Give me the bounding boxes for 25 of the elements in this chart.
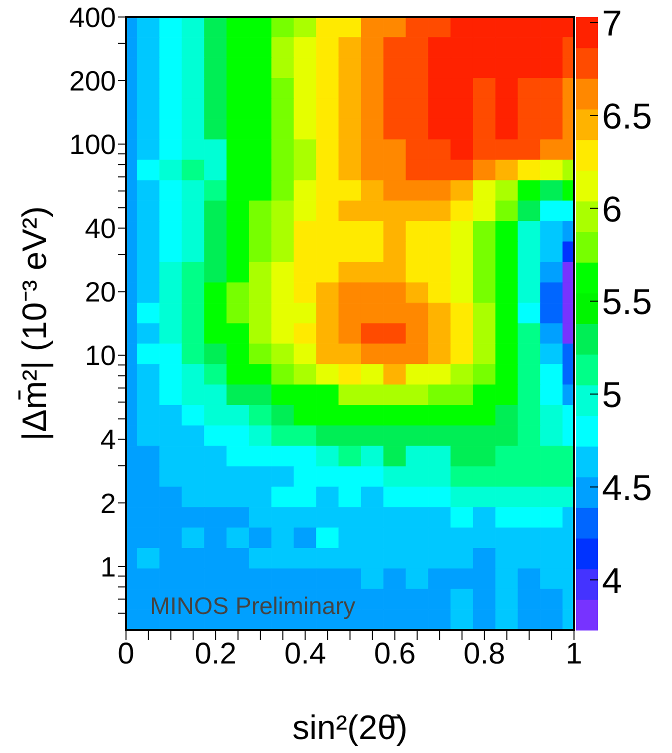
- y-tick-label: 10: [84, 340, 116, 372]
- x-tick-label: 1: [566, 637, 582, 670]
- color-bar-label: 6.5: [602, 95, 652, 136]
- color-bar-label: 7: [602, 2, 622, 44]
- y-tick-label: 4: [100, 424, 116, 456]
- color-bar-label: 5.5: [602, 281, 652, 322]
- y-tick-label: 40: [84, 213, 116, 244]
- x-tick-label: 0.6: [374, 637, 416, 670]
- x-axis-title: sin²(2θ̄): [292, 709, 408, 747]
- x-tick-label: 0.4: [284, 637, 326, 670]
- x-tick-label: 0.8: [464, 637, 506, 670]
- annotation: MINOS Preliminary: [150, 593, 356, 620]
- x-tick-label: 0: [118, 637, 134, 670]
- y-tick-label: 20: [84, 276, 116, 308]
- color-bar-label: 5: [602, 374, 622, 416]
- y-tick-label: 2: [100, 488, 116, 519]
- color-bar-label: 6: [602, 188, 622, 230]
- x-tick-label: 0.2: [194, 637, 236, 670]
- y-tick-label: 1: [100, 551, 116, 582]
- y-tick-label: 400: [69, 2, 116, 33]
- color-bar-label: 4: [602, 560, 622, 601]
- color-bar-label: 4.5: [602, 466, 652, 508]
- y-tick-label: 100: [69, 129, 116, 160]
- y-tick-label: 200: [69, 66, 116, 97]
- y-axis-title: |Δm̄²| (10⁻³ eV²): [16, 206, 54, 441]
